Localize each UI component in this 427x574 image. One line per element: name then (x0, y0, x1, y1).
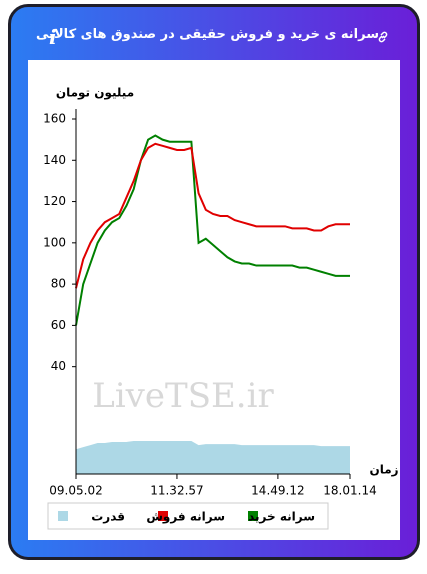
y-tick-label: 80 (51, 277, 66, 291)
watermark: LiveTSE.ir (92, 376, 274, 416)
y-tick-label: 60 (51, 318, 66, 332)
area-series (76, 440, 350, 474)
y-tick-label: 120 (43, 194, 66, 208)
y-tick-label: 160 (43, 112, 66, 126)
card-title: سرانه ی خرید و فروش حقیقی در صندوق های ک… (35, 27, 379, 42)
y-tick-label: 140 (43, 153, 66, 167)
x-tick-label: 11.32.57 (150, 484, 203, 498)
legend-swatch (58, 511, 68, 521)
link-icon[interactable] (378, 31, 388, 43)
y-tick-label: 40 (51, 359, 66, 373)
x-tick-label: 18.01.14 (323, 484, 376, 498)
line-series (75, 134, 350, 326)
info-icon[interactable]: i (49, 25, 57, 49)
legend-label: سرانه خرید (248, 510, 315, 524)
x-tick-label: 14.49.12 (251, 484, 304, 498)
x-tick-label: 09.05.02 (49, 484, 102, 498)
legend-swatch (158, 511, 168, 521)
legend-label: سرانه فروش (146, 510, 225, 525)
legend-box (47, 502, 329, 530)
x-axis-label: زمان (369, 463, 398, 477)
y-tick-label: 100 (43, 235, 66, 249)
legend-swatch (248, 511, 258, 521)
y-axis-label: میلیون تومان (56, 86, 134, 101)
line-series (75, 142, 350, 289)
legend-label: قدرت (91, 510, 125, 524)
